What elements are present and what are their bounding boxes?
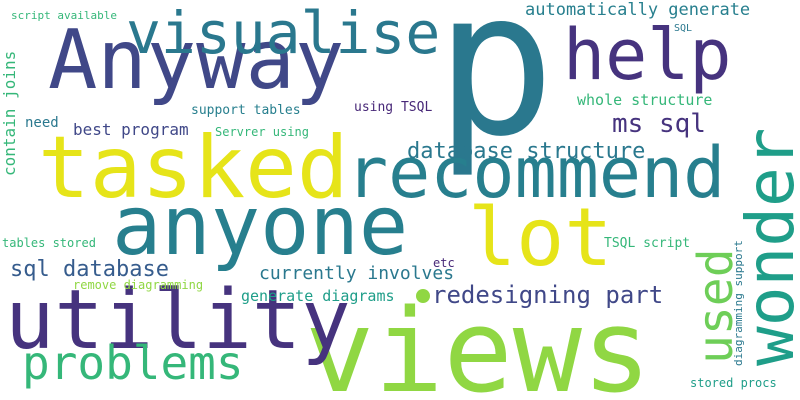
word-visualise: visualise (126, 0, 441, 67)
word-currently-involves: currently involves (259, 263, 455, 284)
word-diagramming-support: diagramming support (732, 240, 745, 366)
word-contain-joins: contain joins (0, 50, 19, 176)
word-remove-diagramming: remove diagramming (73, 278, 204, 292)
word-etc: etc (433, 256, 455, 270)
word-help: help (563, 14, 732, 96)
word-p: p (435, 0, 556, 181)
word-servrer-using: Servrer using (215, 125, 309, 139)
word-utility: utility (5, 273, 351, 368)
word-ms-sql: ms sql (612, 109, 706, 139)
word-tsql-script: TSQL script (604, 236, 691, 251)
word-using-tsql: using TSQL (354, 100, 433, 115)
word-need: need (25, 115, 59, 131)
word-tables-stored: tables stored (2, 236, 96, 250)
word-sql: SQL (674, 23, 693, 34)
word-lot: lot (468, 191, 613, 284)
word-wonder: wonder (732, 127, 800, 366)
word-database-structure: database structure (407, 139, 646, 164)
word-redesigning-part: redesigning part (432, 281, 664, 309)
dot-marker (416, 289, 430, 303)
word-recommend: recommend (346, 132, 726, 214)
word-automatically-generate: automatically generate (525, 0, 751, 20)
word-stored-procs: stored procs (690, 376, 777, 390)
word-sql-database: sql database (10, 257, 169, 282)
word-views: views (305, 285, 652, 400)
word-problems: problems (22, 336, 244, 390)
word-generate-diagrams: generate diagrams (241, 287, 395, 305)
word-tasked: tasked (38, 118, 349, 218)
word-whole-structure: whole structure (577, 91, 713, 109)
word-support-tables: support tables (191, 103, 301, 118)
word-best-program: best program (73, 120, 189, 139)
word-script-available: script available (11, 9, 117, 22)
word-anyway: Anyway (48, 13, 345, 108)
word-anyone: anyone (112, 179, 409, 274)
